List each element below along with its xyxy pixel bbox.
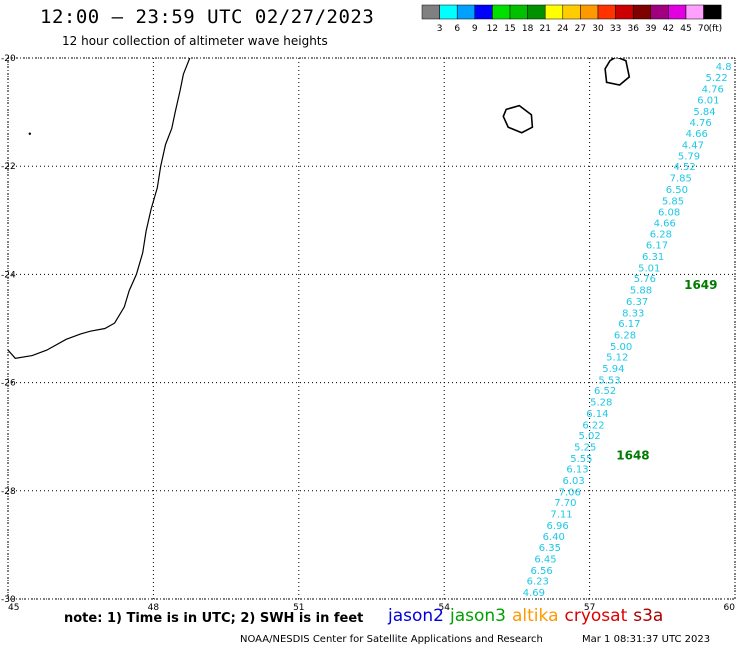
latitude-tick-label: -30	[1, 595, 16, 605]
wave-height-value: 5.02	[578, 431, 600, 442]
wave-height-value: 6.13	[566, 465, 588, 476]
wave-height-value: 4.66	[686, 129, 708, 140]
wave-height-value: 6.96	[546, 521, 568, 532]
wave-height-value: 6.50	[666, 185, 688, 196]
wave-height-map: 45 48 51 54 57 60-20-22-24-26-28-304.85.224.7…	[1, 54, 736, 610]
wave-height-value: 6.31	[642, 252, 664, 263]
pass-time-label: 1648	[616, 449, 649, 463]
legend-label: 3	[437, 24, 443, 34]
latitude-tick-label: -22	[1, 162, 16, 172]
wave-height-value: 5.85	[662, 196, 684, 207]
legend-label: 15	[504, 24, 515, 34]
wave-height-value: 5.22	[705, 73, 727, 84]
latitude-tick-label: -28	[1, 487, 16, 497]
legend-label: 33	[610, 24, 621, 34]
legend-label: 70	[698, 24, 710, 34]
wave-height-value: 5.94	[602, 364, 624, 375]
wave-height-value: 6.08	[658, 208, 680, 219]
legend-label: 27	[575, 24, 586, 34]
legend-label: 21	[539, 24, 550, 34]
wave-height-value: 6.35	[539, 543, 561, 554]
footer-note: note: 1) Time is in UTC; 2) SWH is in fe…	[64, 611, 364, 626]
wave-height-value: 4.76	[689, 118, 711, 129]
legend-label: 12	[487, 24, 498, 34]
wave-height-value: 5.53	[598, 375, 620, 386]
reunion-island-outline	[502, 104, 534, 134]
satellite-altika-label: altika	[512, 606, 559, 626]
longitude-tick-label: 60	[724, 603, 736, 610]
wave-height-value: 4.76	[702, 84, 724, 95]
satellite-legend: jason2 jason3 altika cryosat s3a	[388, 606, 669, 626]
wave-height-value: 6.17	[618, 319, 640, 330]
longitude-tick-label: 54	[438, 603, 450, 610]
wave-height-value: 6.40	[543, 532, 565, 543]
pass-time-label: 1649	[684, 278, 717, 292]
wave-height-value: 6.01	[697, 96, 719, 107]
wave-height-value: 6.28	[614, 330, 636, 341]
wave-height-value: 7.11	[550, 510, 572, 521]
satellite-jason3-label: jason3	[450, 606, 506, 626]
legend-label: 36	[627, 24, 639, 34]
legend-swatch	[703, 4, 722, 20]
wave-height-value: 6.45	[534, 554, 556, 565]
latitude-tick-label: -20	[1, 54, 16, 64]
satellite-s3a-label: s3a	[633, 606, 664, 626]
wave-height-value: 7.06	[559, 487, 581, 498]
wave-height-value: 4.47	[682, 141, 704, 152]
wave-height-value: 6.03	[562, 476, 584, 487]
footer-credit: NOAA/NESDIS Center for Satellite Applica…	[240, 634, 543, 645]
wave-height-value: 6.14	[586, 409, 608, 420]
legend-label: 39	[645, 24, 657, 34]
wave-height-value: 5.55	[570, 454, 592, 465]
longitude-tick-label: 57	[584, 603, 595, 610]
legend-label: 30	[592, 24, 604, 34]
wave-height-value: 6.23	[527, 577, 549, 588]
madagascar-coastline	[8, 58, 191, 359]
wave-height-value: 4.66	[654, 218, 676, 229]
islet-dot	[28, 132, 32, 135]
map-frame	[7, 57, 736, 600]
footer-timestamp: Mar 1 08:31:37 UTC 2023	[582, 634, 711, 645]
wave-height-value: 5.12	[606, 353, 628, 364]
legend-label: 18	[522, 24, 534, 34]
wave-height-value: 4.52	[673, 162, 695, 173]
satellite-jason2-label: jason2	[388, 606, 444, 626]
wave-height-value: 6.17	[646, 241, 668, 252]
wave-height-value: 4.8	[716, 62, 732, 73]
page-subtitle: 12 hour collection of altimeter wave hei…	[62, 34, 328, 48]
wave-height-value: 5.76	[634, 274, 656, 285]
wave-height-value: 5.01	[638, 263, 660, 274]
wave-height-value: 7.70	[554, 498, 576, 509]
legend-label: 9	[472, 24, 478, 34]
legend-label: 45	[680, 24, 691, 34]
legend-unit: (ft)	[709, 24, 723, 34]
legend-label: 24	[557, 24, 569, 34]
wave-height-value: 8.33	[622, 308, 644, 319]
wave-height-value: 5.25	[574, 442, 596, 453]
wave-height-value: 5.79	[678, 151, 700, 162]
legend-label: 6	[454, 24, 460, 34]
wave-height-value: 5.00	[610, 342, 632, 353]
wave-height-value: 6.52	[594, 386, 616, 397]
wave-height-value: 5.84	[693, 107, 715, 118]
legend-label: 42	[663, 24, 674, 34]
wave-height-value: 7.85	[670, 174, 692, 185]
longitude-tick-label: 48	[148, 603, 160, 610]
wave-height-value: 6.28	[650, 229, 672, 240]
satellite-cryosat-label: cryosat	[564, 606, 628, 626]
longitude-tick-label: 51	[293, 603, 304, 610]
wave-height-color-legend: 3 6 9 12 15 18 21 24 27 30 33 36 39 42 45 70 (ft)	[421, 4, 723, 34]
latitude-tick-label: -24	[1, 270, 16, 280]
wave-height-value: 5.28	[590, 398, 612, 409]
latitude-tick-label: -26	[1, 379, 16, 389]
page-title: 12:00 – 23:59 UTC 02/27/2023	[40, 6, 375, 28]
wave-height-value: 6.22	[582, 420, 604, 431]
wave-height-value: 4.69	[523, 588, 545, 599]
wave-height-value: 6.56	[530, 566, 552, 577]
wave-height-value: 5.88	[630, 286, 652, 297]
mauritius-island-outline	[604, 58, 631, 86]
longitude-tick-label: 45	[8, 603, 19, 610]
wave-height-value: 6.37	[626, 297, 648, 308]
